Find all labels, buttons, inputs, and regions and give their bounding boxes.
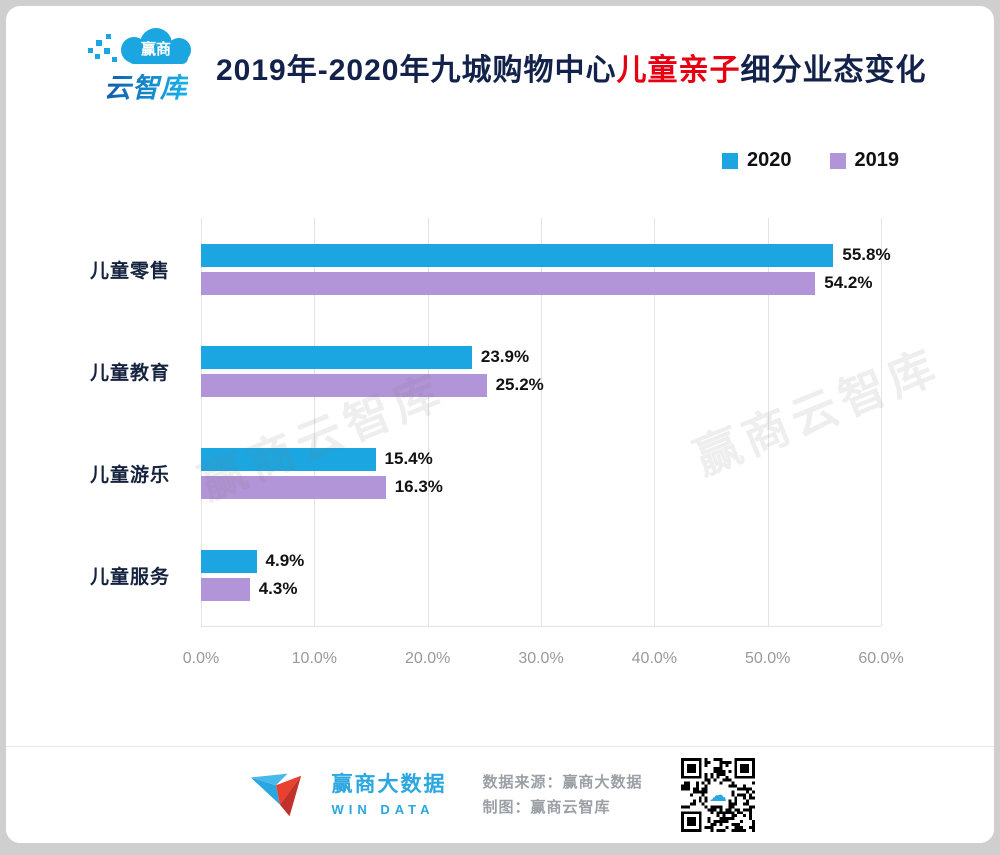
bar-line-2020: 15.4% (201, 447, 881, 471)
x-axis-ticks: 0.0% 10.0% 20.0% 30.0% 40.0% 50.0% 60.0% (183, 650, 904, 674)
header: 赢商 云智库 2019年-2020年九城购物中心儿童亲子细分业态变化 (6, 6, 994, 105)
footer-brand: 赢商大数据 WIN DATA (331, 772, 446, 818)
category-label: 儿童服务 (90, 566, 171, 588)
bar-chart: 儿童零售 55.8% 54.2% 儿童教育 23.9% 25.2% 儿童游乐 15.4% 16.… (90, 218, 904, 674)
legend-swatch (722, 152, 738, 169)
x-tick-label: 40.0% (631, 650, 678, 667)
category-label: 儿童零售 (90, 260, 171, 282)
category-row: 儿童服务 4.9% 4.3% (90, 524, 881, 626)
bar-2020 (201, 243, 834, 267)
legend-label: 2019 (854, 149, 900, 171)
logo-badge-text: 赢商 (141, 40, 171, 58)
credit-line: 制图：赢商云智库 (482, 799, 611, 816)
category-label: 儿童教育 (90, 362, 171, 384)
bar-2020 (201, 549, 257, 573)
bar-line-2019: 4.3% (201, 577, 881, 601)
data-source-line: 数据来源：赢商大数据 (482, 773, 643, 791)
title-suffix: 细分业态变化 (740, 53, 927, 87)
qr-code: ☁ (680, 758, 755, 832)
footer-brand-name: 赢商大数据 (331, 773, 447, 797)
x-tick-label: 0.0% (182, 650, 220, 667)
legend-item-2020: 2020 (722, 149, 792, 172)
win-data-plane-logo-icon (245, 762, 307, 829)
grid-line (427, 218, 429, 626)
x-tick-label: 10.0% (291, 650, 338, 667)
bar-2020 (201, 447, 376, 471)
bar-line-2019: 54.2% (201, 271, 881, 295)
category-label: 儿童游乐 (90, 464, 171, 486)
footer-credits: 数据来源：赢商大数据 制图：赢商云智库 (482, 770, 642, 821)
bar-2019 (201, 271, 816, 295)
bar-line-2020: 4.9% (201, 549, 881, 573)
x-tick-label: 50.0% (744, 650, 791, 667)
cloud-logo-icon: 赢商 (86, 28, 206, 72)
bar-line-2020: 23.9% (201, 345, 881, 369)
bar-line-2019: 16.3% (201, 475, 881, 499)
bar-value-label: 4.9% (265, 551, 305, 570)
bar-group: 4.9% 4.3% (201, 549, 881, 601)
legend-swatch (829, 152, 846, 169)
grid-line (767, 218, 769, 626)
svg-text:☁: ☁ (709, 785, 727, 805)
title-highlight: 儿童亲子 (616, 53, 741, 87)
footer: 赢商大数据 WIN DATA 数据来源：赢商大数据 制图：赢商云智库 ☁ (6, 746, 994, 843)
grid-line (314, 218, 316, 626)
logo-name: 云智库 (104, 66, 188, 105)
legend: 2020 2019 (6, 149, 899, 172)
bar-value-label: 25.2% (495, 375, 544, 394)
bar-line-2019: 25.2% (201, 373, 881, 397)
bar-value-label: 54.2% (824, 273, 873, 292)
bar-value-label: 16.3% (394, 477, 443, 496)
bar-line-2020: 55.8% (201, 243, 891, 267)
bar-group: 55.8% 54.2% (201, 243, 891, 295)
legend-label: 2020 (747, 149, 792, 171)
x-tick-label: 20.0% (404, 650, 451, 667)
footer-brand-sub: WIN DATA (331, 801, 435, 817)
bar-group: 15.4% 16.3% (201, 447, 881, 499)
bar-value-label: 4.3% (258, 579, 298, 598)
page-title: 2019年-2020年九城购物中心儿童亲子细分业态变化 (216, 45, 956, 89)
grid-line (654, 218, 656, 626)
grid-line (541, 218, 542, 626)
x-tick-label: 30.0% (518, 650, 564, 667)
category-row: 儿童零售 55.8% 54.2% (90, 218, 891, 320)
win-data-cloud-logo: 赢商 云智库 (76, 28, 216, 105)
chart-rows: 儿童零售 55.8% 54.2% 儿童教育 23.9% 25.2% 儿童游乐 15.4% 16.… (90, 218, 891, 626)
category-row: 儿童游乐 15.4% 16.3% (90, 422, 881, 524)
infographic-card: 赢商 云智库 2019年-2020年九城购物中心儿童亲子细分业态变化 2020 2… (6, 6, 994, 843)
category-row: 儿童教育 23.9% 25.2% (90, 320, 881, 422)
legend-item-2019: 2019 (829, 149, 900, 172)
bar-value-label: 23.9% (480, 347, 530, 366)
x-tick-label: 60.0% (858, 650, 904, 667)
grid-line (881, 218, 882, 626)
bar-2019 (201, 577, 250, 601)
bar-value-label: 15.4% (384, 449, 433, 468)
gridlines (201, 218, 882, 627)
bar-value-label: 55.8% (842, 245, 891, 264)
title-prefix: 2019年-2020年九城购物中心 (216, 53, 617, 87)
bar-2019 (201, 475, 386, 499)
bar-group: 23.9% 25.2% (201, 345, 881, 397)
bar-2020 (201, 345, 472, 369)
grid-line (201, 218, 202, 626)
bar-2019 (201, 373, 487, 397)
